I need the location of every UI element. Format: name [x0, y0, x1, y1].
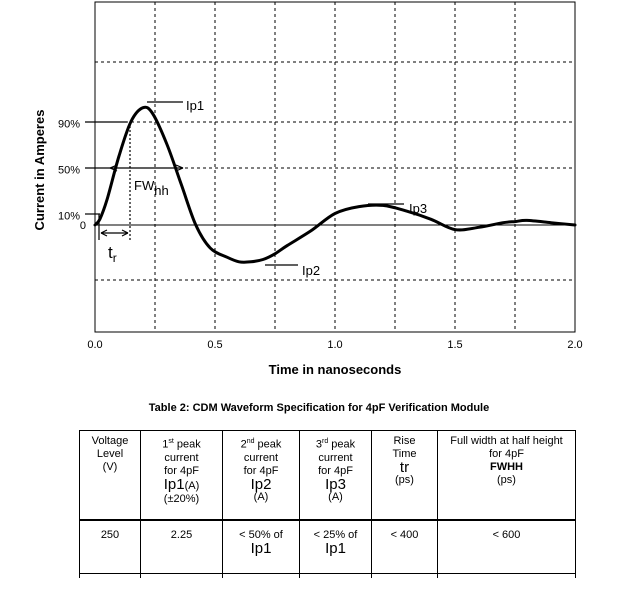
x-axis-label: Time in nanoseconds	[269, 362, 402, 377]
ip2-label: Ip2	[302, 263, 320, 278]
table-caption: Table 2: CDM Waveform Specification for …	[148, 402, 490, 414]
header-peak1: 1st peak current for 4pF Ip1(A) (±20%)	[140, 430, 223, 521]
cell-rise-time: < 400	[371, 519, 438, 574]
spec-table: Voltage Level (V) 1st peak current for 4…	[79, 430, 576, 578]
x-tick-label: 1.5	[447, 339, 462, 351]
y-axis-label: Current in Amperes	[32, 110, 47, 231]
header-fwhh: Full width at half height for 4pF FWHH (…	[437, 430, 576, 521]
grid	[95, 2, 575, 332]
tr-label: tr	[108, 243, 117, 265]
fwhh-arrowheads	[109, 164, 184, 172]
cell-peak1: 2.25	[140, 519, 223, 574]
cell-voltage: 250	[79, 519, 141, 574]
cell-peak3: < 25% of Ip1	[299, 519, 372, 574]
x-tick-label: 0.5	[207, 339, 222, 351]
annotation-labels: Ip1 Ip2 Ip3 FWhh tr	[108, 98, 427, 278]
cdm-waveform-chart: 0.0 0.5 1.0 1.5 2.0 90% 50% 10%0 Current in Am…	[32, 1, 583, 377]
x-tick-label: 0.0	[87, 339, 102, 351]
x-tick-label: 2.0	[567, 339, 582, 351]
y-level-label: 0	[80, 220, 86, 232]
header-peak2: 2nd peak current for 4pF Ip2 (A)	[222, 430, 300, 521]
ip1-label: Ip1	[186, 98, 204, 113]
y-level-labels: 90% 50% 10%0	[58, 119, 86, 233]
cell-fwhh: < 600	[437, 519, 576, 574]
y-level-label: 90%	[58, 119, 80, 131]
y-level-label: 50%	[58, 165, 80, 177]
cell-peak2: < 50% of Ip1	[222, 519, 300, 574]
table-row: 250 2.25 < 50% of Ip1 < 25% of Ip1 < 400…	[79, 519, 576, 574]
waveform-line	[93, 105, 577, 264]
x-tick-label: 1.0	[327, 339, 342, 351]
table-header-row: Voltage Level (V) 1st peak current for 4…	[79, 430, 576, 521]
annotations	[85, 101, 404, 266]
tr-arrowheads	[100, 229, 129, 237]
x-tick-labels: 0.0 0.5 1.0 1.5 2.0	[87, 339, 582, 351]
fwhh-label: FWhh	[134, 178, 169, 198]
header-rise-time: Rise Time tr (ps)	[371, 430, 438, 521]
header-voltage: Voltage Level (V)	[79, 430, 141, 521]
y-level-label: 10%	[58, 211, 80, 223]
header-peak3: 3rd peak current for 4pF Ip3 (A)	[299, 430, 372, 521]
table-row-empty	[79, 573, 576, 578]
